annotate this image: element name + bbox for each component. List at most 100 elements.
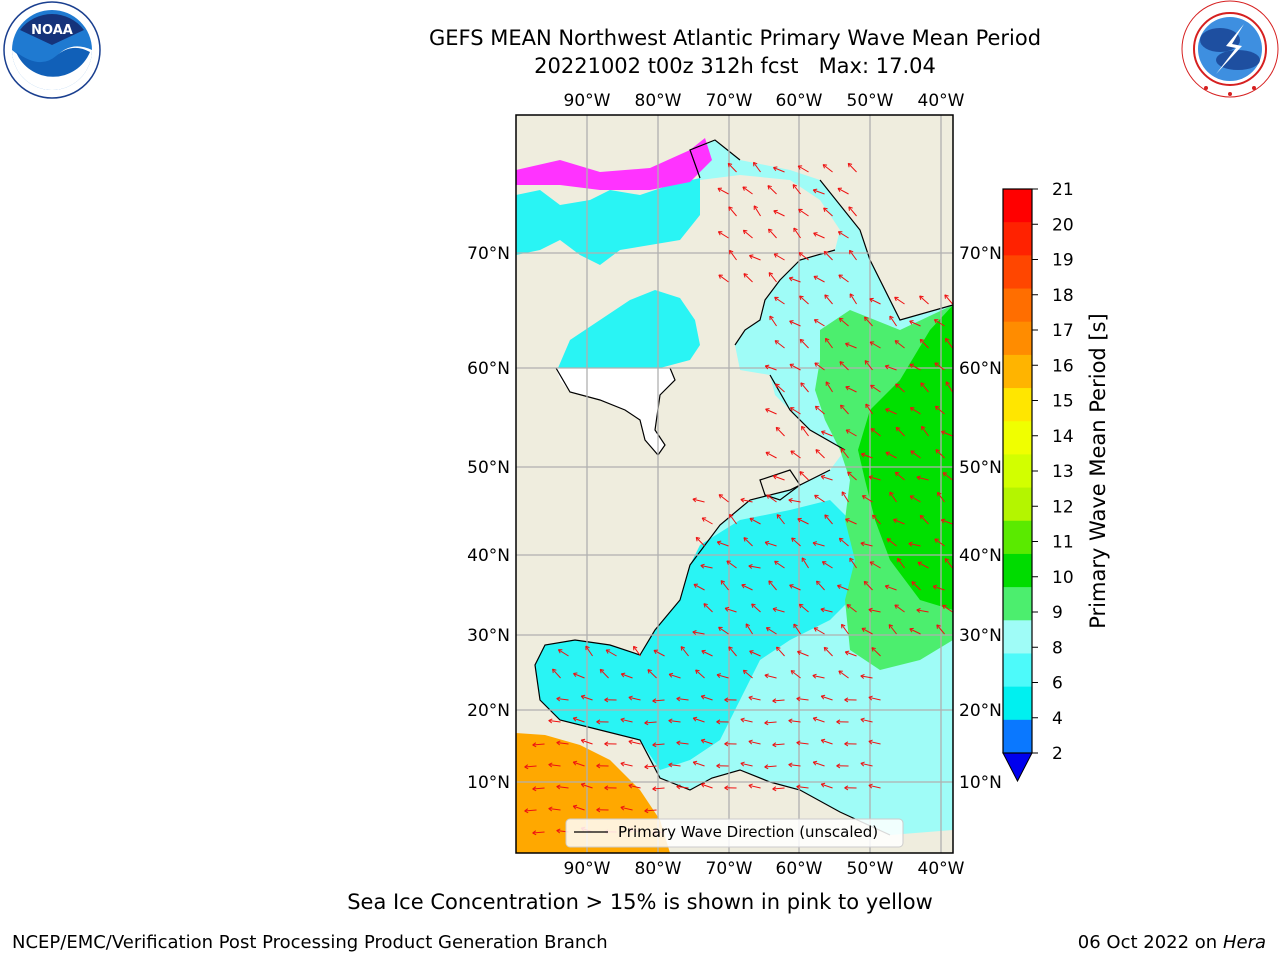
direction-arrow — [839, 317, 849, 327]
colorbar-tick-label: 20 — [1052, 215, 1074, 235]
colorbar-tick-label: 13 — [1052, 462, 1074, 482]
direction-arrow — [581, 783, 593, 789]
direction-arrowhead — [886, 538, 892, 543]
direction-arrow — [868, 740, 881, 745]
direction-arrow — [740, 718, 753, 723]
direction-arrowhead — [812, 673, 817, 679]
direction-arrowhead — [793, 227, 798, 233]
direction-arrowhead — [753, 205, 758, 210]
direction-arrowhead — [727, 162, 733, 168]
direction-arrow — [728, 646, 737, 657]
direction-arrowhead — [764, 364, 770, 370]
direction-arrowhead — [920, 382, 925, 387]
direction-arrowhead — [911, 581, 916, 586]
direction-arrow — [849, 557, 857, 569]
direction-arrowhead — [701, 649, 706, 655]
direction-arrow — [633, 645, 641, 657]
direction-arrowhead — [801, 557, 806, 562]
direction-arrow — [773, 210, 785, 217]
direction-arrowhead — [889, 491, 894, 497]
lat-label-right: 10°N — [959, 773, 1002, 793]
direction-arrowhead — [838, 274, 843, 279]
colorbar-tick-label: 10 — [1052, 568, 1074, 588]
direction-arrowhead — [935, 449, 940, 454]
direction-arrow — [772, 787, 785, 790]
direction-arrow — [864, 360, 873, 371]
direction-arrow — [886, 538, 897, 547]
colorbar-segment — [1003, 354, 1032, 389]
lon-label-bottom: 60°W — [776, 859, 823, 879]
direction-arrowhead — [718, 274, 723, 279]
direction-arrow — [668, 673, 681, 679]
direction-arrowhead — [668, 718, 673, 724]
direction-arrowhead — [726, 560, 731, 565]
direction-arrow — [692, 498, 705, 503]
direction-arrow — [772, 743, 785, 746]
direction-arrowhead — [846, 604, 852, 609]
direction-arrowhead — [652, 786, 657, 792]
direction-arrow — [742, 186, 753, 195]
direction-arrow — [917, 561, 929, 569]
colorbar-segment — [1003, 553, 1032, 588]
direction-arrow — [821, 783, 833, 789]
wave-direction-arrows — [524, 161, 953, 836]
direction-arrow — [860, 762, 873, 767]
colorbar-tick-label: 6 — [1052, 674, 1063, 694]
colorbar-tick-label: 2 — [1052, 744, 1063, 764]
direction-arrowhead — [716, 673, 722, 678]
direction-arrow — [573, 717, 585, 723]
direction-arrow — [728, 206, 737, 217]
direction-arrow — [823, 251, 833, 261]
direction-arrow — [573, 673, 585, 679]
direction-arrow — [701, 695, 713, 701]
direction-arrowhead — [692, 716, 698, 722]
direction-arrow — [676, 698, 689, 701]
direction-arrow — [863, 581, 873, 591]
direction-arrowhead — [580, 782, 586, 788]
direction-arrowhead — [797, 517, 802, 523]
lon-label-bottom: 40°W — [918, 859, 965, 879]
colorbar-tick-label: 4 — [1052, 709, 1063, 729]
direction-arrow — [908, 543, 921, 547]
direction-arrow — [765, 408, 777, 415]
direction-arrow — [813, 717, 825, 723]
direction-arrowhead — [644, 808, 649, 814]
direction-arrow — [788, 764, 801, 767]
direction-arrowhead — [701, 517, 707, 522]
direction-arrowhead — [703, 603, 708, 608]
lon-label-top: 80°W — [635, 91, 682, 111]
direction-arrow — [868, 784, 881, 789]
colorbar-segment — [1003, 620, 1032, 654]
direction-arrowhead — [821, 561, 827, 566]
direction-arrow — [774, 340, 785, 349]
direction-arrowhead — [743, 273, 748, 278]
direction-arrowhead — [791, 537, 796, 542]
direction-arrow — [692, 631, 705, 635]
direction-arrowhead — [628, 739, 633, 745]
direction-arrow — [894, 296, 905, 305]
direction-arrow — [945, 337, 953, 349]
direction-arrowhead — [652, 698, 657, 704]
direction-arrowhead — [838, 537, 844, 543]
direction-arrowhead — [596, 719, 601, 725]
direction-arrow — [789, 277, 801, 283]
direction-arrow — [934, 319, 945, 327]
direction-arrow — [652, 787, 665, 790]
direction-arrow — [793, 227, 801, 239]
direction-arrow — [861, 627, 873, 635]
direction-arrowhead — [769, 315, 774, 321]
direction-arrowhead — [745, 623, 750, 628]
direction-arrowhead — [820, 474, 826, 480]
direction-arrowhead — [872, 514, 877, 520]
direction-arrowhead — [620, 717, 625, 723]
direction-arrowhead — [919, 295, 924, 300]
direction-arrowhead — [909, 363, 914, 369]
direction-arrowhead — [789, 320, 794, 325]
direction-arrowhead — [934, 362, 939, 367]
direction-arrow — [532, 831, 545, 834]
direction-arrowhead — [700, 782, 706, 788]
direction-arrowhead — [724, 697, 729, 703]
direction-arrow — [798, 208, 809, 217]
lon-label-bottom: 80°W — [635, 859, 682, 879]
